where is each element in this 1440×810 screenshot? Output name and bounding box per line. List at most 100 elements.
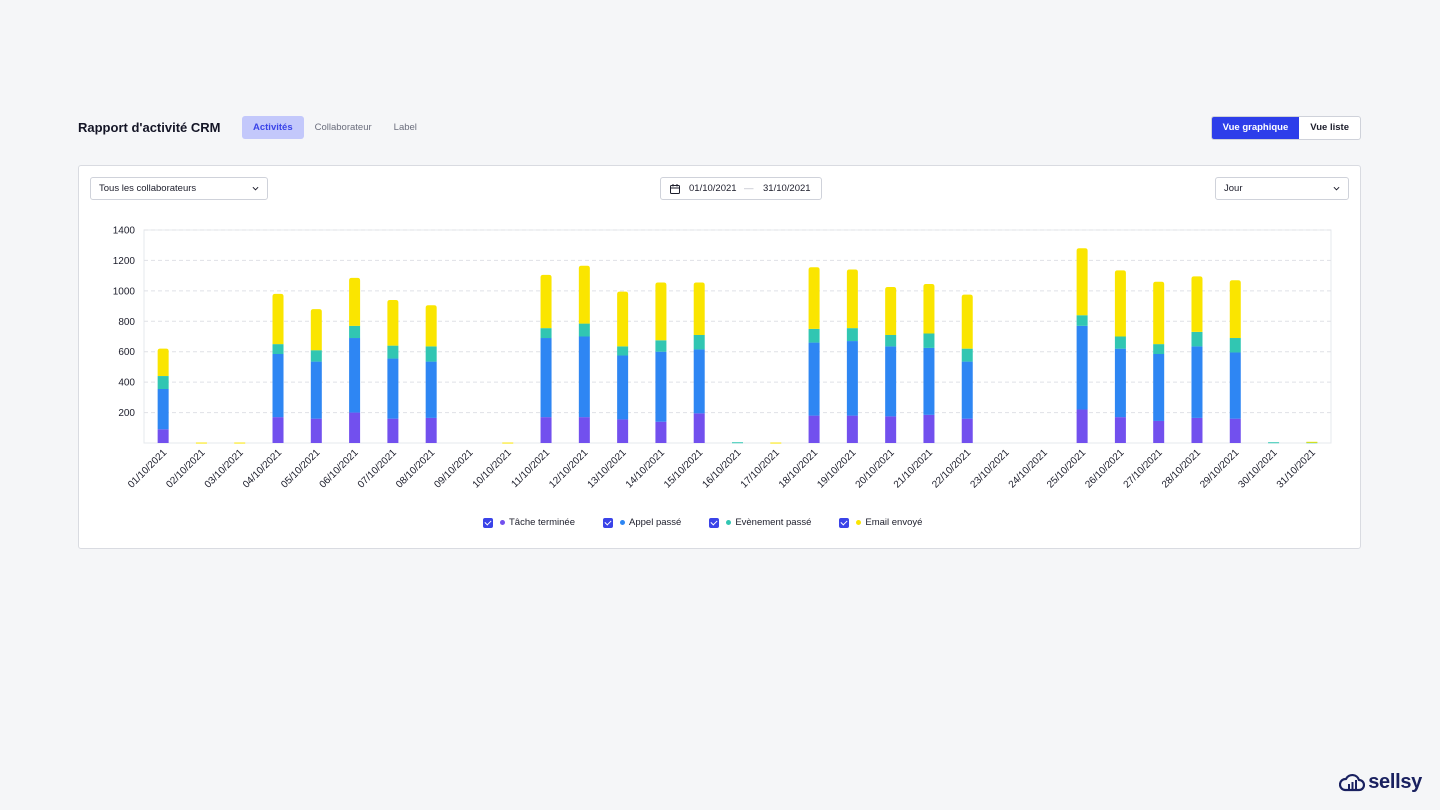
- bar-segment: [349, 325, 361, 339]
- page-title: Rapport d'activité CRM: [78, 120, 221, 135]
- bar-segment: [1229, 280, 1241, 339]
- bar-segment: [387, 299, 399, 346]
- bar-segment: [923, 284, 935, 334]
- legend-item-tache[interactable]: Tâche terminée: [483, 517, 575, 528]
- tab-label[interactable]: Label: [393, 122, 417, 133]
- bar-segment: [540, 417, 552, 443]
- x-tick-label: 23/10/2021: [968, 447, 1011, 490]
- legend-item-appel[interactable]: Appel passé: [603, 517, 681, 528]
- granularity-select[interactable]: Jour: [1215, 177, 1349, 200]
- y-tick-label: 600: [118, 347, 135, 358]
- bar-segment: [1076, 409, 1088, 443]
- legend-dot: [856, 520, 862, 525]
- bar-segment: [1191, 276, 1203, 332]
- calendar-icon: [670, 184, 680, 194]
- bar-segment: [272, 293, 284, 345]
- x-tick-label: 09/10/2021: [432, 447, 475, 490]
- bar-segment: [578, 336, 590, 418]
- bar-segment: [846, 328, 858, 342]
- bar-segment: [693, 349, 705, 414]
- bar-segment: [1076, 248, 1088, 316]
- x-tick-label: 13/10/2021: [586, 447, 629, 490]
- bar-segment: [425, 346, 437, 362]
- date-range-picker[interactable]: 01/10/2021 — 31/10/2021: [660, 177, 822, 200]
- bar-segment: [540, 338, 552, 418]
- bar-segment: [885, 334, 897, 347]
- legend-dot: [620, 520, 626, 525]
- bar-segment: [693, 413, 705, 443]
- x-tick-label: 04/10/2021: [241, 447, 284, 490]
- bar-segment: [961, 294, 973, 349]
- y-tick-label: 1400: [113, 226, 136, 237]
- brand-name: sellsy: [1368, 771, 1422, 793]
- bar-segment: [387, 418, 399, 443]
- bar-segment: [502, 442, 514, 444]
- x-tick-label: 24/10/2021: [1007, 447, 1050, 490]
- bar-segment: [425, 361, 437, 418]
- bar-segment: [808, 415, 820, 443]
- bar-segment: [157, 376, 169, 389]
- date-end: 31/10/2021: [763, 183, 811, 194]
- bar-segment: [540, 328, 552, 339]
- list-view-button[interactable]: Vue liste: [1310, 122, 1349, 133]
- x-tick-label: 07/10/2021: [356, 447, 399, 490]
- bar-segment: [1114, 336, 1126, 349]
- bar-segment: [923, 333, 935, 348]
- collaborator-select-value: Tous les collaborateurs: [99, 183, 197, 194]
- checkbox-icon[interactable]: [709, 517, 720, 528]
- legend-label-tache: Tâche terminée: [509, 517, 576, 528]
- report-tabs: Activités Collaborateur Label: [242, 116, 428, 139]
- bar-segment: [693, 282, 705, 335]
- legend-dot: [500, 520, 505, 525]
- bar-segment: [1306, 441, 1318, 443]
- checkbox-icon[interactable]: [483, 517, 493, 528]
- bar-segment: [349, 412, 361, 443]
- x-tick-label: 01/10/2021: [126, 447, 169, 490]
- bar-segment: [578, 417, 590, 443]
- bar-segment: [272, 417, 284, 443]
- bar-segment: [310, 361, 322, 419]
- bar-segment: [578, 323, 590, 337]
- bar-segment: [387, 345, 399, 359]
- bar-segment: [846, 415, 858, 443]
- date-start: 01/10/2021: [689, 183, 737, 194]
- x-tick-label: 19/10/2021: [815, 447, 858, 490]
- bar-segment: [1153, 353, 1165, 421]
- bar-segment: [617, 291, 629, 347]
- cloud-chart-icon: [1339, 773, 1366, 791]
- legend-item-email[interactable]: Email envoyé: [839, 517, 922, 528]
- x-tick-label: 27/10/2021: [1122, 447, 1165, 490]
- bar-segment: [846, 269, 858, 329]
- checkbox-icon[interactable]: [839, 517, 850, 528]
- tab-collaborateur[interactable]: Collaborateur: [314, 122, 372, 133]
- bar-segment: [425, 417, 437, 443]
- bar-segment: [272, 344, 284, 354]
- bar-segment: [157, 388, 169, 430]
- legend-item-evenement[interactable]: Evènement passé: [709, 517, 811, 528]
- activity-bar-chart: 1400 1200 1000 800 600 400 200 01/10/202102/10/…: [113, 226, 1332, 491]
- x-tick-label: 03/10/2021: [203, 447, 246, 490]
- checkbox-icon[interactable]: [603, 517, 614, 528]
- legend-dot: [726, 520, 732, 525]
- bar-segment: [387, 358, 399, 419]
- bar-segment: [1153, 420, 1165, 443]
- x-tick-label: 31/10/2021: [1275, 447, 1318, 490]
- bar-segment: [617, 346, 629, 356]
- bar-segment: [885, 287, 897, 335]
- bar-segment: [617, 419, 629, 443]
- bar-segment: [1229, 338, 1241, 353]
- bar-segment: [540, 274, 552, 329]
- x-tick-label: 14/10/2021: [624, 447, 667, 490]
- tab-activites[interactable]: Activités: [242, 116, 304, 139]
- bar-segment: [157, 348, 169, 377]
- x-tick-label: 12/10/2021: [547, 447, 590, 490]
- bar-segment: [655, 340, 667, 352]
- bar-segment: [1076, 315, 1088, 326]
- bar-segment: [195, 442, 207, 444]
- bar-segment: [1229, 352, 1241, 419]
- chart-card: Tous les collaborateurs 01/10/2021 — 31/…: [78, 165, 1361, 549]
- collaborator-select[interactable]: Tous les collaborateurs: [90, 177, 268, 200]
- graph-view-button[interactable]: Vue graphique: [1211, 117, 1300, 139]
- bar-segment: [961, 361, 973, 419]
- x-tick-label: 22/10/2021: [930, 447, 973, 490]
